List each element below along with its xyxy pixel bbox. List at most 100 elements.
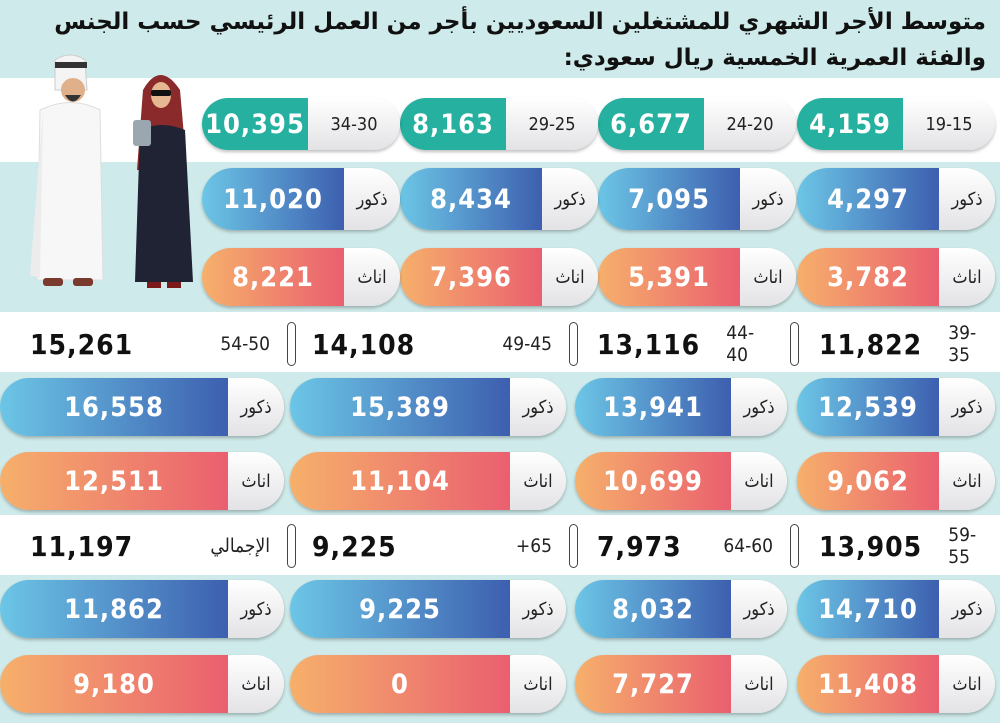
age-group-label: 64-60 <box>723 535 773 557</box>
male-pill-value: 16,558 <box>0 378 228 436</box>
male-pill-value: 11,862 <box>0 580 228 638</box>
female-pill-label: اناث <box>939 452 995 510</box>
total-value: 13,905 <box>819 529 923 563</box>
title-band <box>0 0 1000 78</box>
male-pill-label: ذكور <box>228 378 284 436</box>
female-pill: 0 اناث <box>290 655 566 713</box>
female-pill-label: اناث <box>542 248 598 306</box>
male-pill-value: 8,032 <box>575 580 731 638</box>
separator <box>790 322 799 366</box>
male-pill-label: ذكور <box>731 378 787 436</box>
female-pill-value: 10,699 <box>575 452 731 510</box>
total-pill-label: 24-20 <box>704 98 796 150</box>
female-pill-label: اناث <box>939 655 995 713</box>
separator <box>569 322 578 366</box>
female-pill-value: 3,782 <box>797 248 939 306</box>
female-pill-value: 11,104 <box>290 452 510 510</box>
male-pill: 7,095 ذكور <box>598 168 796 230</box>
total-value: 7,973 <box>597 529 682 563</box>
female-pill: 3,782 اناث <box>797 248 995 306</box>
age-group-label: 49-45 <box>502 333 552 355</box>
page-title: متوسط الأجر الشهري للمشتغلين السعوديين ب… <box>54 9 986 71</box>
male-pill-label: ذكور <box>731 580 787 638</box>
male-pill: 4,297 ذكور <box>797 168 995 230</box>
male-pill-value: 7,095 <box>598 168 740 230</box>
total-value: 11,822 <box>819 327 923 361</box>
female-pill-label: اناث <box>228 452 284 510</box>
age-group-label: 44-40 <box>726 322 755 366</box>
age-group-header: 14,108 49-45 <box>290 318 558 370</box>
male-pill-value: 13,941 <box>575 378 731 436</box>
age-group-header: 11,822 39-35 <box>797 318 987 370</box>
total-pill: 4,159 19-15 <box>797 98 995 150</box>
female-pill-value: 8,221 <box>202 248 344 306</box>
male-pill: 16,558 ذكور <box>0 378 284 436</box>
female-pill: 12,511 اناث <box>0 452 284 510</box>
female-pill: 9,062 اناث <box>797 452 995 510</box>
female-pill-value: 11,408 <box>797 655 939 713</box>
female-pill-value: 9,062 <box>797 452 939 510</box>
male-pill-label: ذكور <box>939 580 995 638</box>
male-pill: 11,862 ذكور <box>0 580 284 638</box>
male-pill-label: ذكور <box>228 580 284 638</box>
male-pill-value: 8,434 <box>400 168 542 230</box>
female-pill-value: 0 <box>290 655 510 713</box>
male-pill: 12,539 ذكور <box>797 378 995 436</box>
female-pill: 11,104 اناث <box>290 452 566 510</box>
total-pill-label: 19-15 <box>903 98 995 150</box>
total-value: 15,261 <box>30 327 134 361</box>
female-pill-label: اناث <box>344 248 400 306</box>
separator <box>569 524 578 568</box>
total-pill: 6,677 24-20 <box>598 98 796 150</box>
female-pill: 8,221 اناث <box>202 248 400 306</box>
age-group-header: 13,116 44-40 <box>575 318 779 370</box>
separator <box>790 524 799 568</box>
male-pill: 14,710 ذكور <box>797 580 995 638</box>
age-group-label: +65 <box>515 535 552 557</box>
male-pill-label: ذكور <box>740 168 796 230</box>
female-pill-value: 12,511 <box>0 452 228 510</box>
male-pill-label: ذكور <box>939 168 995 230</box>
male-pill: 8,032 ذكور <box>575 580 787 638</box>
age-group-header: 7,973 64-60 <box>575 520 779 572</box>
male-pill-value: 11,020 <box>202 168 344 230</box>
female-pill-value: 9,180 <box>0 655 228 713</box>
age-group-header: 9,225 +65 <box>290 520 558 572</box>
separator <box>287 524 296 568</box>
male-pill-value: 14,710 <box>797 580 939 638</box>
age-group-label: 54-50 <box>220 333 270 355</box>
total-value: 14,108 <box>312 327 416 361</box>
male-pill-value: 9,225 <box>290 580 510 638</box>
age-group-label: 59-55 <box>948 524 977 568</box>
total-pill-value: 10,395 <box>202 98 308 150</box>
man-figure <box>30 54 104 286</box>
female-pill-label: اناث <box>510 452 566 510</box>
female-pill-label: اناث <box>228 655 284 713</box>
female-pill-label: اناث <box>939 248 995 306</box>
female-pill-label: اناث <box>731 452 787 510</box>
female-pill-value: 7,396 <box>400 248 542 306</box>
female-pill-label: اناث <box>731 655 787 713</box>
male-pill: 11,020 ذكور <box>202 168 400 230</box>
female-pill-value: 7,727 <box>575 655 731 713</box>
age-group-header: 11,197 الإجمالي <box>0 520 276 572</box>
total-pill-label: 29-25 <box>506 98 598 150</box>
female-pill: 7,727 اناث <box>575 655 787 713</box>
male-pill-label: ذكور <box>510 378 566 436</box>
male-pill: 13,941 ذكور <box>575 378 787 436</box>
female-pill: 9,180 اناث <box>0 655 284 713</box>
male-pill: 8,434 ذكور <box>400 168 598 230</box>
female-pill-label: اناث <box>510 655 566 713</box>
male-pill-value: 15,389 <box>290 378 510 436</box>
total-pill-value: 8,163 <box>400 98 506 150</box>
female-pill-label: اناث <box>740 248 796 306</box>
total-value: 9,225 <box>312 529 397 563</box>
male-pill: 9,225 ذكور <box>290 580 566 638</box>
male-pill-label: ذكور <box>939 378 995 436</box>
woman-figure <box>133 75 193 288</box>
male-pill-value: 4,297 <box>797 168 939 230</box>
female-pill-value: 5,391 <box>598 248 740 306</box>
total-pill: 10,395 34-30 <box>202 98 400 150</box>
age-group-label: 39-35 <box>948 322 977 366</box>
male-pill-label: ذكور <box>510 580 566 638</box>
